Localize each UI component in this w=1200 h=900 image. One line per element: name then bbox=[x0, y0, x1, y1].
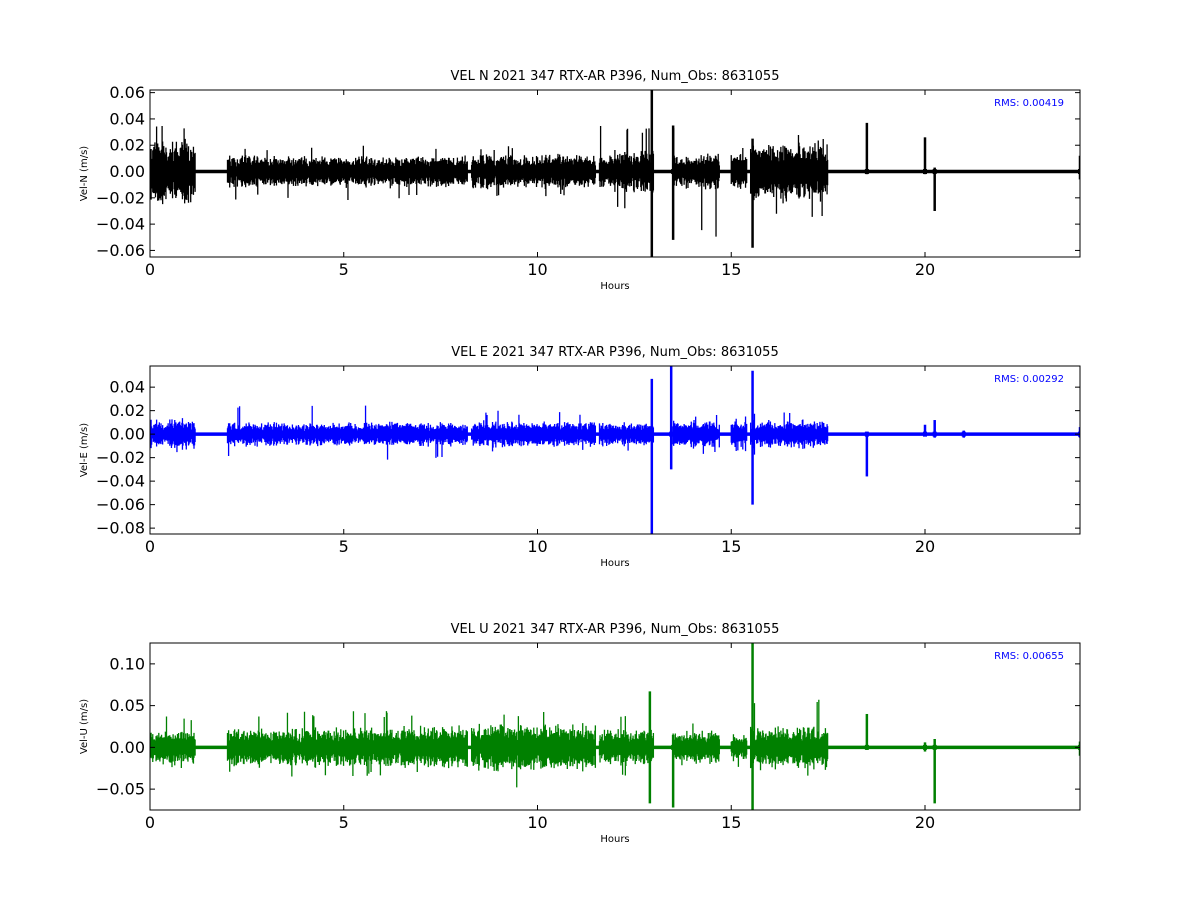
x-tick-label: 20 bbox=[915, 260, 935, 279]
noise-segment bbox=[150, 716, 196, 768]
x-tick-label: 20 bbox=[915, 813, 935, 832]
x-tick-label: 20 bbox=[915, 537, 935, 556]
x-axis-label: Hours bbox=[600, 281, 629, 292]
y-tick-label: −0.06 bbox=[96, 241, 145, 260]
noise-segment bbox=[598, 716, 655, 776]
noise-segment bbox=[401, 715, 468, 772]
y-tick-label: −0.06 bbox=[96, 495, 145, 514]
y-tick-label: −0.02 bbox=[96, 188, 145, 207]
y-tick-label: 0.05 bbox=[109, 696, 145, 715]
chart-title: VEL E 2021 347 RTX-AR P396, Num_Obs: 863… bbox=[451, 345, 778, 360]
noise-segment bbox=[672, 723, 720, 766]
x-tick-label: 5 bbox=[339, 813, 349, 832]
x-tick-label: 15 bbox=[721, 537, 741, 556]
noise-segment bbox=[150, 126, 196, 205]
x-tick-label: 15 bbox=[721, 260, 741, 279]
y-tick-label: 0.10 bbox=[109, 654, 145, 673]
y-tick-label: −0.04 bbox=[96, 215, 145, 234]
noise-segment bbox=[226, 145, 468, 200]
x-tick-label: 5 bbox=[339, 537, 349, 556]
y-tick-label: 0.06 bbox=[109, 83, 145, 102]
rms-annotation: RMS: 0.00419 bbox=[994, 98, 1064, 109]
series-line bbox=[150, 643, 1080, 810]
axes-frame bbox=[149, 642, 1081, 811]
series-line bbox=[150, 366, 1080, 534]
chart-title: VEL N 2021 347 RTX-AR P396, Num_Obs: 863… bbox=[451, 69, 780, 84]
x-axis-label: Hours bbox=[600, 834, 629, 845]
y-tick-label: 0.02 bbox=[109, 136, 145, 155]
y-axis-label: Vel-N (m/s) bbox=[79, 146, 90, 201]
panel-vel-u: 0 5 10 15 20 −0.05 0.00 0.05 0.10 VEL U 2021 347 … bbox=[79, 622, 1081, 845]
y-tick-label: −0.02 bbox=[96, 448, 145, 467]
noise-segment bbox=[749, 135, 829, 217]
noise-segment bbox=[598, 422, 655, 451]
y-tick-label: 0.02 bbox=[109, 401, 145, 420]
noise-segment bbox=[470, 712, 597, 788]
y-tick-label: −0.04 bbox=[96, 472, 145, 491]
y-tick-label: 0.00 bbox=[109, 425, 145, 444]
noise-segment bbox=[749, 699, 829, 776]
noise-segment bbox=[672, 128, 720, 237]
noise-segment bbox=[730, 147, 748, 189]
x-tick-label: 10 bbox=[527, 537, 547, 556]
y-tick-label: 0.00 bbox=[109, 162, 145, 181]
x-tick-label: 5 bbox=[339, 260, 349, 279]
y-tick-label: −0.05 bbox=[96, 780, 145, 799]
y-tick-label: 0.04 bbox=[109, 109, 145, 128]
noise-segment bbox=[226, 711, 403, 777]
panel-vel-n: 0 5 10 15 20 −0.06 −0.04 −0.02 0.00 0.02 0.04 0.06 V… bbox=[79, 69, 1081, 292]
x-tick-label: 15 bbox=[721, 813, 741, 832]
rms-annotation: RMS: 0.00655 bbox=[994, 651, 1064, 662]
x-tick-label: 0 bbox=[145, 260, 155, 279]
noise-segment bbox=[470, 410, 597, 452]
axes-frame bbox=[149, 365, 1081, 535]
y-tick-label: 0.00 bbox=[109, 738, 145, 757]
axes-frame bbox=[149, 89, 1081, 258]
x-tick-label: 10 bbox=[527, 260, 547, 279]
x-tick-label: 10 bbox=[527, 813, 547, 832]
panel-vel-e: 0 5 10 15 20 −0.08 −0.06 −0.04 −0.02 0.00 0.02 0.04… bbox=[79, 345, 1081, 569]
x-tick-label: 0 bbox=[145, 813, 155, 832]
x-tick-label: 0 bbox=[145, 537, 155, 556]
noise-segment bbox=[598, 125, 655, 209]
noise-segment bbox=[730, 734, 748, 767]
noise-segment bbox=[730, 416, 748, 452]
y-tick-label: 0.04 bbox=[109, 378, 145, 397]
noise-segment bbox=[672, 414, 720, 454]
y-axis-label: Vel-E (m/s) bbox=[79, 423, 90, 477]
noise-segment bbox=[749, 412, 829, 455]
noise-segment bbox=[470, 146, 597, 197]
y-axis-label: Vel-U (m/s) bbox=[79, 699, 90, 754]
noise-segment bbox=[226, 405, 468, 460]
rms-annotation: RMS: 0.00292 bbox=[994, 374, 1064, 385]
x-axis-label: Hours bbox=[600, 558, 629, 569]
chart-title: VEL U 2021 347 RTX-AR P396, Num_Obs: 863… bbox=[451, 622, 780, 637]
series-line bbox=[150, 90, 1080, 257]
noise-segment bbox=[150, 418, 196, 453]
y-tick-label: −0.08 bbox=[96, 519, 145, 538]
